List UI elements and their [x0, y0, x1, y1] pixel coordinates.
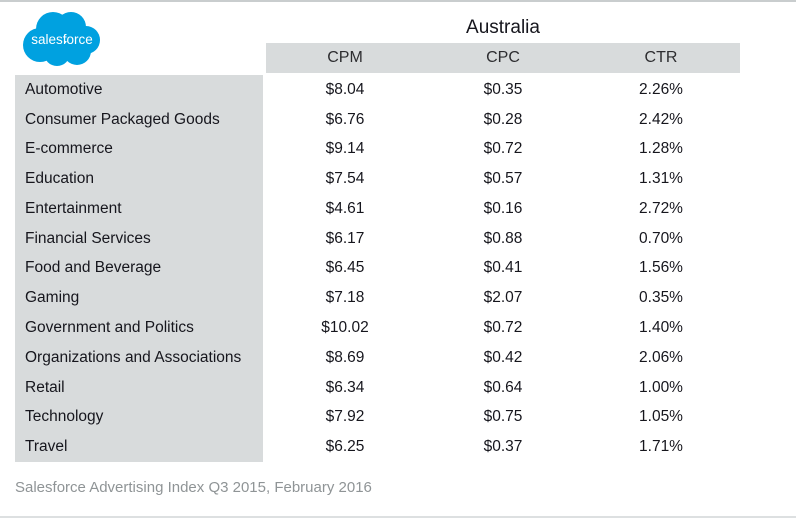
cpm-value: $6.34 — [325, 378, 365, 396]
cpm-value: $7.54 — [325, 170, 365, 188]
table-row: Technology $7.92 $0.75 1.05% — [15, 402, 740, 433]
logo-wordmark: salesforce — [31, 32, 93, 47]
source-note: Salesforce Advertising Index Q3 2015, Fe… — [15, 479, 372, 496]
cpm-value: $4.61 — [325, 199, 365, 217]
cpc-value: $0.72 — [483, 140, 523, 158]
row-label: Entertainment — [15, 194, 263, 224]
table-body: Automotive $8.04 $0.35 2.26% Consumer Packag… — [15, 75, 740, 462]
cpm-value: $6.45 — [325, 259, 365, 277]
column-header-ctr: CTR — [644, 49, 678, 66]
cpc-value: $0.35 — [483, 80, 523, 98]
cpc-value: $0.64 — [483, 378, 523, 396]
row-label: Government and Politics — [15, 313, 263, 343]
table-row: Entertainment $4.61 $0.16 2.72% — [15, 194, 740, 224]
bottom-divider — [0, 516, 796, 518]
table-row: Organizations and Associations $8.69 $0.42… — [15, 342, 740, 373]
column-header-cpm: CPM — [327, 49, 363, 66]
table-row: Food and Beverage $6.45 $0.41 1.56% — [15, 253, 740, 284]
row-label: Consumer Packaged Goods — [15, 104, 263, 135]
cpc-value: $0.37 — [483, 438, 523, 456]
cpm-value: $6.25 — [325, 438, 365, 456]
ctr-value: 1.00% — [639, 378, 683, 396]
salesforce-cloud-logo: salesforce — [23, 12, 100, 66]
row-label: Retail — [15, 372, 263, 403]
row-label: Automotive — [15, 75, 263, 105]
ctr-value: 2.06% — [639, 348, 683, 366]
table-row: Retail $6.34 $0.64 1.00% — [15, 372, 740, 403]
row-label: E-commerce — [15, 134, 263, 165]
table-row: Automotive $8.04 $0.35 2.26% — [15, 75, 740, 105]
cpc-value: $0.57 — [483, 170, 523, 188]
cloud-shape — [23, 12, 100, 66]
page-title: Australia — [466, 17, 540, 38]
ctr-value: 0.70% — [639, 229, 683, 247]
ctr-value: 2.42% — [639, 110, 683, 128]
table-row: E-commerce $9.14 $0.72 1.28% — [15, 134, 740, 165]
table-header: CPM CPC CTR — [266, 43, 740, 73]
ctr-value: 1.05% — [639, 408, 683, 426]
cpc-value: $2.07 — [483, 289, 523, 307]
cpm-value: $7.18 — [325, 289, 365, 307]
ctr-value: 1.56% — [639, 259, 683, 277]
row-label: Travel — [15, 432, 263, 462]
row-label: Gaming — [15, 283, 263, 314]
cpc-value: $0.42 — [483, 348, 523, 366]
cpm-value: $6.17 — [325, 229, 365, 247]
table-row: Consumer Packaged Goods $6.76 $0.28 2.42% — [15, 104, 740, 135]
cpc-value: $0.75 — [483, 408, 523, 426]
top-divider — [0, 0, 796, 2]
ctr-value: 0.35% — [639, 289, 683, 307]
row-label: Technology — [15, 402, 263, 433]
row-label: Education — [15, 164, 263, 195]
ctr-value: 1.71% — [639, 438, 683, 456]
cpc-value: $0.41 — [483, 259, 523, 277]
cpc-value: $0.16 — [483, 199, 523, 217]
ctr-value: 1.28% — [639, 140, 683, 158]
row-label: Food and Beverage — [15, 253, 263, 284]
cpm-value: $9.14 — [325, 140, 365, 158]
ctr-value: 2.26% — [639, 80, 683, 98]
cpc-value: $0.88 — [483, 229, 523, 247]
table-row: Education $7.54 $0.57 1.31% — [15, 164, 740, 195]
ctr-value: 1.31% — [639, 170, 683, 188]
cpm-value: $7.92 — [325, 408, 365, 426]
cpm-value: $8.04 — [325, 80, 365, 98]
row-label: Organizations and Associations — [15, 342, 263, 373]
ctr-value: 2.72% — [639, 199, 683, 217]
ctr-value: 1.40% — [639, 319, 683, 336]
table-row: Travel $6.25 $0.37 1.71% — [15, 432, 740, 462]
row-label: Financial Services — [15, 223, 263, 254]
cpc-value: $0.72 — [483, 319, 523, 336]
column-header-cpc: CPC — [486, 49, 520, 66]
cpm-value: $8.69 — [325, 348, 365, 366]
cpm-value: $6.76 — [325, 110, 365, 128]
cpm-value: $10.02 — [321, 319, 369, 336]
table-row: Gaming $7.18 $2.07 0.35% — [15, 283, 740, 314]
table-row: Government and Politics $10.02 $0.72 1.40% — [15, 313, 740, 343]
table-row: Financial Services $6.17 $0.88 0.70% — [15, 223, 740, 254]
cpc-value: $0.28 — [483, 110, 523, 128]
